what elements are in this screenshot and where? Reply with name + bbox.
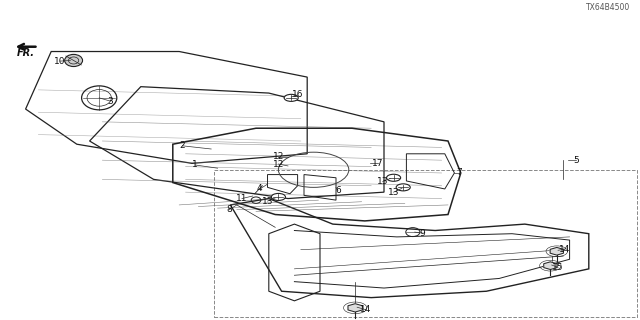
Text: 13: 13 [388, 188, 399, 197]
Text: 16: 16 [292, 91, 303, 100]
Ellipse shape [65, 54, 83, 67]
Polygon shape [544, 262, 557, 269]
Text: 2: 2 [180, 141, 185, 150]
Text: 17: 17 [372, 159, 383, 168]
Polygon shape [348, 304, 362, 312]
Text: FR.: FR. [17, 48, 35, 58]
Text: 1: 1 [193, 161, 198, 170]
Text: 10: 10 [54, 57, 66, 66]
Text: 12: 12 [273, 160, 284, 169]
Polygon shape [550, 247, 563, 255]
Text: TX64B4500: TX64B4500 [586, 3, 630, 12]
Text: 5: 5 [573, 156, 579, 165]
Text: 15: 15 [552, 263, 564, 272]
Text: 11: 11 [236, 194, 248, 203]
Text: 4: 4 [257, 184, 262, 194]
Circle shape [387, 174, 401, 181]
Text: 13: 13 [262, 196, 273, 205]
Text: 9: 9 [420, 228, 425, 237]
Text: 13: 13 [377, 177, 388, 186]
Circle shape [284, 94, 298, 101]
Text: 14: 14 [559, 244, 570, 253]
Circle shape [396, 184, 410, 191]
Text: 6: 6 [335, 186, 340, 195]
Text: 14: 14 [360, 305, 372, 314]
Text: 7: 7 [457, 168, 462, 178]
Text: 3: 3 [108, 97, 113, 106]
Text: 8: 8 [227, 205, 232, 214]
Circle shape [271, 193, 285, 200]
Text: 12: 12 [273, 153, 284, 162]
